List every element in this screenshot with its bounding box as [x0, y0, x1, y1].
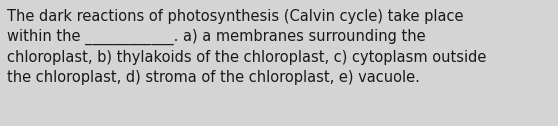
Text: The dark reactions of photosynthesis (Calvin cycle) take place
within the ______: The dark reactions of photosynthesis (Ca…: [7, 9, 487, 85]
